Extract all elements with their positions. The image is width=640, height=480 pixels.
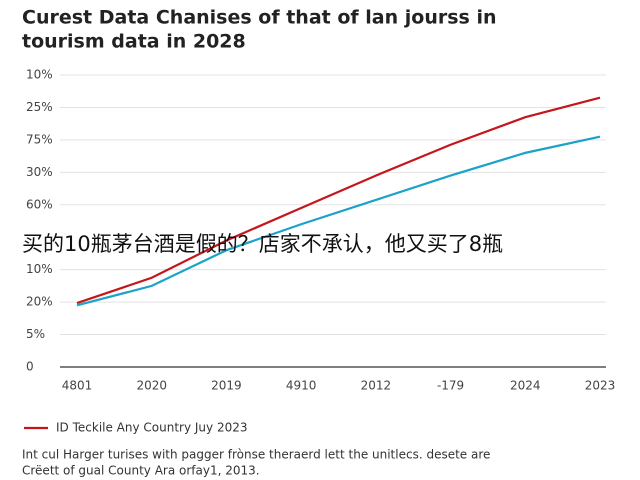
y-tick-label: 10% <box>26 262 53 276</box>
y-tick-label: 30% <box>26 165 53 179</box>
series-line <box>76 135 601 307</box>
y-tick-label: 25% <box>26 100 53 114</box>
chart-title: Curest Data Chanises of that of lan jour… <box>22 7 497 29</box>
x-tick-label: 2019 <box>211 379 242 393</box>
x-tick-label: 4910 <box>286 379 317 393</box>
x-tick-label: 2012 <box>361 379 392 393</box>
series-line <box>76 96 601 305</box>
x-tick-label: 2020 <box>136 379 167 393</box>
x-tick-label: 2024 <box>510 379 541 393</box>
y-tick-label: 75% <box>26 132 53 146</box>
y-tick-label: 0 <box>26 360 34 374</box>
footnote: Int cul Harger turises with pagger fròns… <box>22 448 490 462</box>
footnote: Crëett of gual County Ara orfay1, 2013. <box>22 464 260 478</box>
y-tick-label: 20% <box>26 295 53 309</box>
y-tick-label: 60% <box>26 197 53 211</box>
x-tick-label: -179 <box>437 379 464 393</box>
y-tick-label: 10% <box>26 68 53 82</box>
y-tick-label: 5% <box>26 327 45 341</box>
chart-title: tourism data in 2028 <box>22 31 246 53</box>
legend-label: ID Teckile Any Country Juy 2023 <box>56 421 248 435</box>
x-tick-label: 2023 <box>585 379 616 393</box>
overlay-text: 买的10瓶茅台酒是假的？店家不承认，他又买了8瓶 <box>22 232 504 256</box>
x-tick-label: 4801 <box>62 379 93 393</box>
